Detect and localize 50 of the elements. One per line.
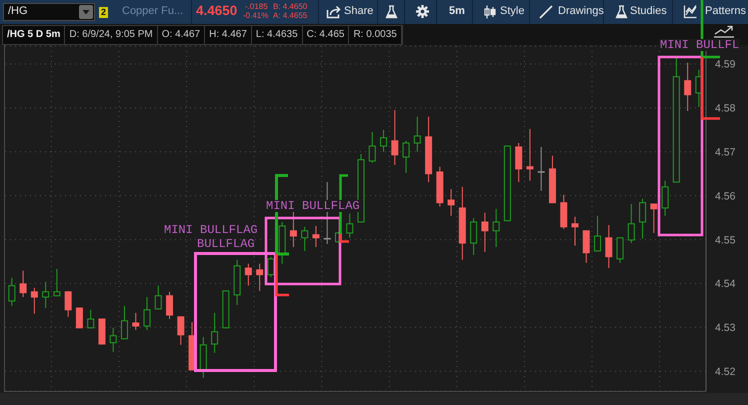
annotation: BULLFLAG [197, 237, 255, 251]
candlestick [42, 281, 50, 309]
candlestick [211, 312, 218, 354]
candlestick [256, 263, 264, 292]
candlestick [448, 188, 455, 216]
candlestick [414, 116, 421, 152]
text: Drawings [558, 5, 604, 17]
badge: 2 [99, 7, 108, 18]
candlestick [290, 211, 297, 248]
text: R: 0.0035 [353, 29, 397, 40]
candlestick [425, 116, 432, 183]
text: D: 6/9/24, 9:05 PM [69, 29, 153, 40]
candlestick [684, 62, 692, 112]
text: Studies [630, 5, 667, 17]
y-tick-label: 4.56 [715, 190, 736, 202]
text: -.0185 [245, 2, 268, 11]
annotation: MINI BULLFLAG [164, 223, 258, 237]
candlestick [492, 208, 500, 248]
text: C: 4.465 [306, 29, 344, 40]
annotation: MINI BULLFL [659, 38, 740, 52]
text: B: 4.4650 [273, 2, 308, 11]
y-tick-label: 4.52 [715, 366, 736, 378]
annotation: MINI BULLFLAG [265, 199, 361, 213]
text: Style [500, 5, 524, 17]
candlestick [391, 110, 398, 166]
y-tick-label: 4.54 [715, 278, 736, 290]
candlestick [605, 224, 612, 269]
candlestick [536, 146, 546, 192]
y-tick-label: 4.59 [715, 58, 736, 71]
text: /HG [8, 5, 28, 17]
text: 4.4650 [196, 3, 238, 18]
text: 5m [449, 5, 465, 17]
text: Patterns [705, 5, 746, 17]
text: O: 4.467 [162, 29, 200, 40]
candlestick [458, 186, 466, 260]
text: H: 4.467 [209, 29, 247, 40]
y-tick-label: 4.58 [715, 102, 736, 115]
text: Share [344, 5, 374, 17]
candlestick [312, 225, 320, 248]
y-tick-label: 4.57 [715, 146, 736, 159]
text: A: 4.4655 [273, 11, 308, 20]
y-tick-label: 4.53 [715, 322, 736, 334]
y-tick-label: 4.55 [715, 234, 736, 246]
candlestick [526, 128, 534, 182]
chart-subtitle: Copper Fu... [122, 5, 184, 17]
text: L: 4.4635 [256, 29, 298, 40]
chart-title: /HG 5 D 5m [7, 29, 60, 40]
candlestick [481, 212, 488, 252]
candlestick [571, 216, 578, 246]
text: -0.41% [243, 11, 268, 20]
